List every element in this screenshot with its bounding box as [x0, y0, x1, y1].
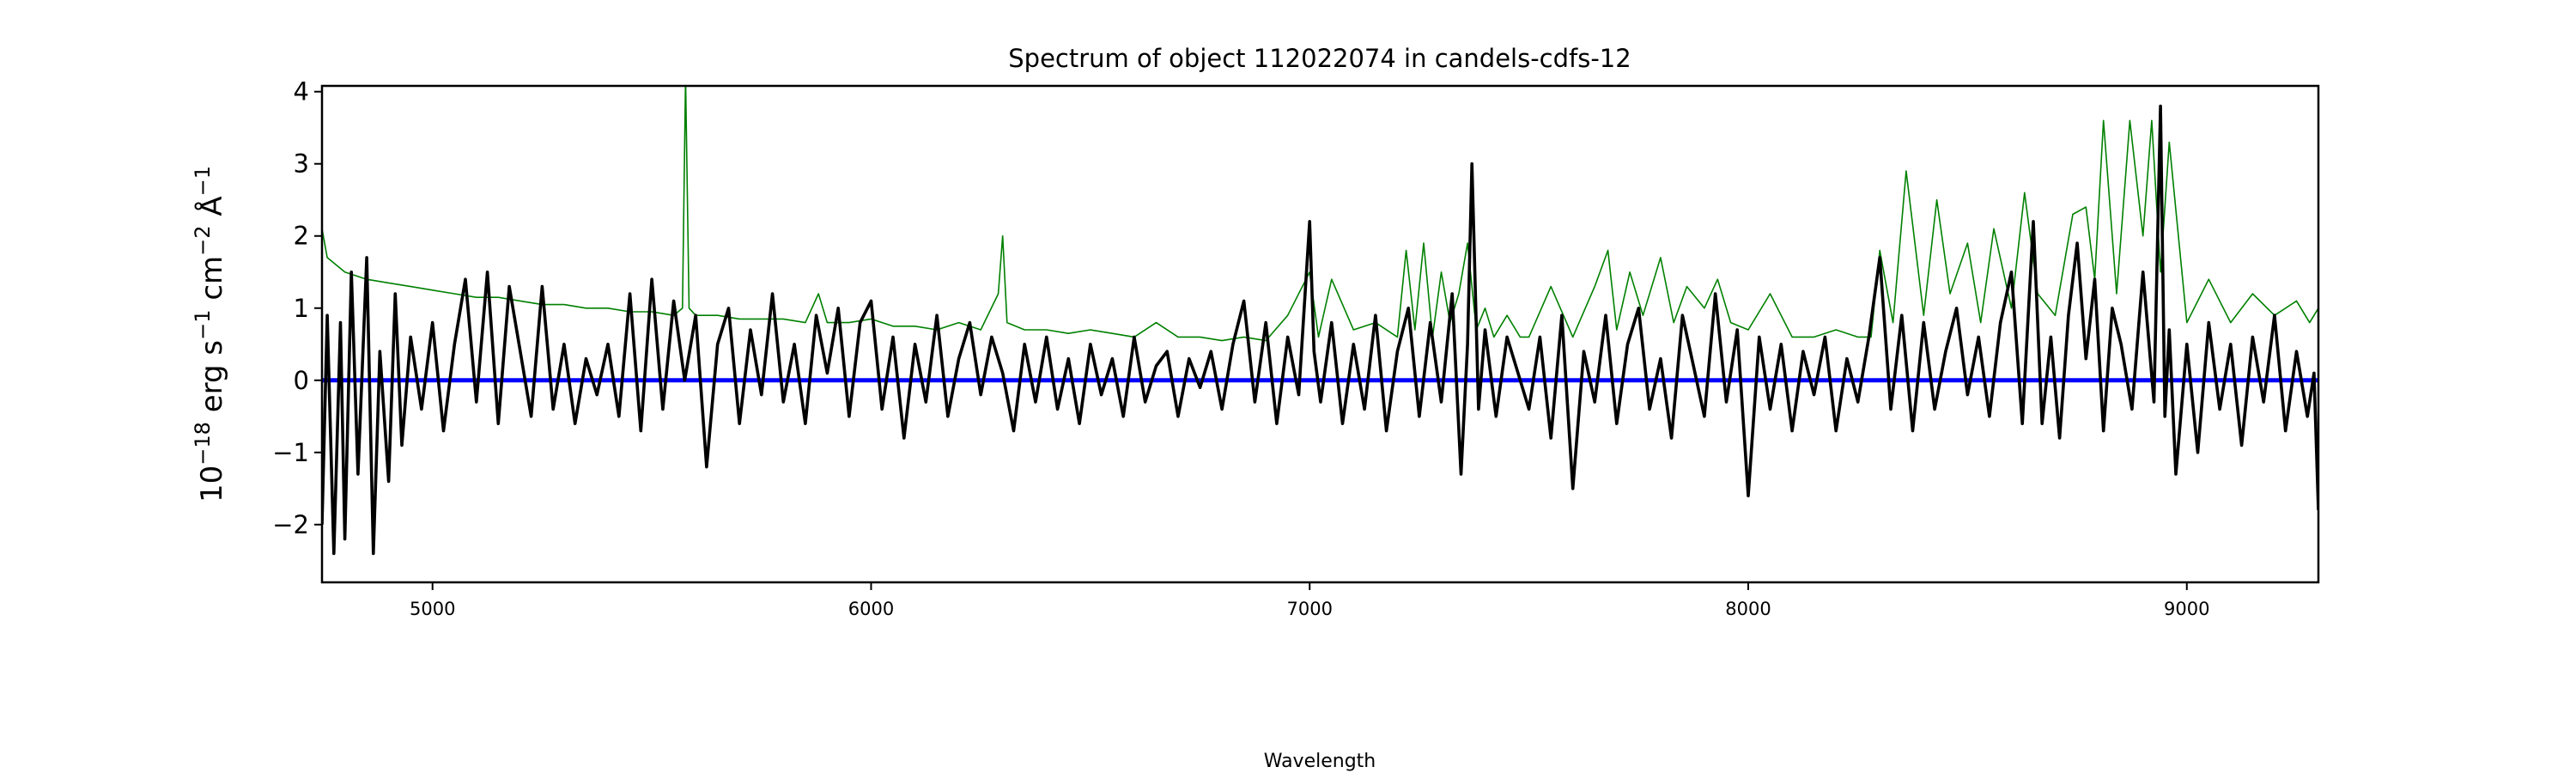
x-tick-label: 6000	[848, 599, 894, 619]
error-series-line	[322, 86, 2318, 342]
y-tick-label: 1	[294, 294, 309, 323]
plot-area	[322, 86, 2318, 556]
ylabel-unit: erg s	[195, 340, 229, 422]
chart-title: Spectrum of object 112022074 in candels-…	[1008, 44, 1631, 73]
y-axis-label: 10−18 erg s−1 cm−2 Å−1	[191, 166, 229, 502]
flux-series-line	[322, 104, 2318, 556]
y-tick-label: 3	[294, 149, 309, 179]
ylabel-unit: cm	[195, 256, 229, 310]
ylabel-exp: −1	[191, 166, 215, 196]
ylabel-exp: −1	[191, 309, 215, 339]
x-axis-label: Wavelength	[1264, 751, 1376, 772]
y-tick-label: −2	[272, 510, 309, 539]
y-axis: −2 −1 0 1 2 3 4	[272, 77, 322, 539]
axes-frame	[320, 84, 2320, 584]
y-tick-label: 0	[294, 366, 309, 395]
ylabel-unit: Å	[194, 196, 229, 225]
x-tick-label: 5000	[410, 599, 455, 619]
x-tick-label: 8000	[1725, 599, 1771, 619]
ylabel-exp: −18	[191, 422, 215, 466]
x-axis: 5000 6000 7000 8000 9000	[410, 582, 2209, 619]
y-tick-label: 2	[294, 222, 309, 251]
ylabel-exp: −2	[191, 225, 215, 255]
y-tick-label: −1	[272, 438, 309, 467]
ylabel-base: 10	[195, 466, 229, 502]
x-tick-label: 9000	[2164, 599, 2209, 619]
y-tick-label: 4	[294, 77, 309, 107]
x-tick-label: 7000	[1287, 599, 1333, 619]
